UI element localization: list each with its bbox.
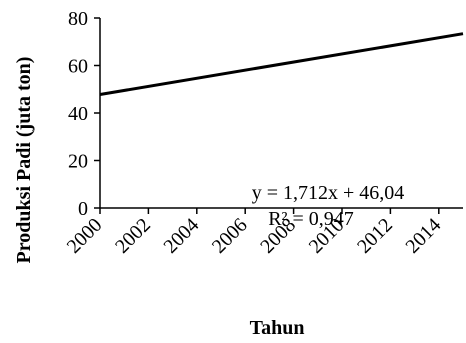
x-tick-label: 2014 [401, 214, 445, 258]
x-axis-title: Tahun [250, 317, 305, 339]
x-tick-label: 2004 [159, 214, 203, 258]
y-tick-label: 20 [68, 151, 88, 173]
x-tick-label: 2006 [208, 214, 252, 258]
y-axis: 0 20 40 60 80 [68, 8, 101, 220]
x-axis: 2000 2002 2004 2006 2008 2010 2012 2014 [63, 207, 463, 258]
plot-series [99, 32, 464, 96]
series-line [99, 32, 464, 96]
r-squared-label: R² = 0,947 [268, 208, 354, 230]
x-tick-label: 2002 [111, 214, 155, 258]
equation-label: y = 1,712x + 46,04 [252, 182, 405, 204]
y-tick-label: 80 [68, 8, 88, 30]
y-ticks: 0 20 40 60 80 [68, 8, 100, 220]
y-tick-label: 0 [78, 198, 88, 220]
x-ticks: 2000 2002 2004 2006 2008 2010 2012 2014 [63, 208, 445, 258]
y-axis-title: Produksi Padi (juta ton) [13, 57, 35, 264]
x-tick-label: 2012 [353, 214, 397, 258]
y-tick-label: 60 [68, 56, 88, 78]
y-tick-label: 40 [68, 103, 88, 125]
x-tick-label: 2000 [63, 214, 107, 258]
